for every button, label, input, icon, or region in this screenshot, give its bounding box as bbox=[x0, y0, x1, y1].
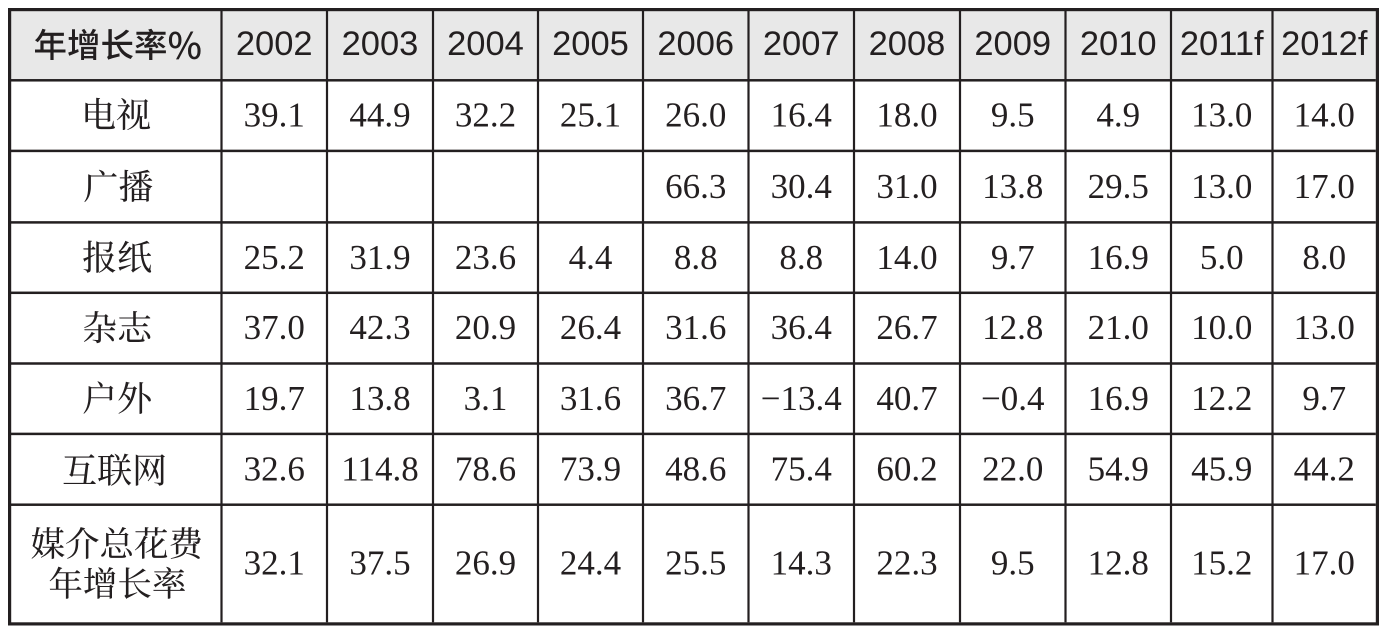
svg-text:4.9: 4.9 bbox=[1096, 96, 1140, 135]
svg-text:9.5: 9.5 bbox=[991, 96, 1035, 135]
svg-text:78.6: 78.6 bbox=[455, 449, 516, 488]
svg-text:25.1: 25.1 bbox=[560, 96, 621, 135]
svg-text:13.0: 13.0 bbox=[1191, 167, 1252, 206]
svg-text:12.8: 12.8 bbox=[982, 308, 1043, 347]
svg-text:−0.4: −0.4 bbox=[981, 379, 1045, 418]
svg-text:32.1: 32.1 bbox=[244, 544, 305, 583]
svg-text:39.1: 39.1 bbox=[244, 96, 305, 135]
svg-text:2008: 2008 bbox=[869, 25, 946, 63]
svg-text:17.0: 17.0 bbox=[1294, 544, 1355, 583]
svg-text:37.0: 37.0 bbox=[244, 308, 305, 347]
svg-text:31.6: 31.6 bbox=[560, 379, 621, 418]
svg-text:2005: 2005 bbox=[552, 25, 629, 63]
svg-text:26.9: 26.9 bbox=[455, 544, 516, 583]
svg-text:2007: 2007 bbox=[763, 25, 840, 63]
svg-text:16.4: 16.4 bbox=[771, 96, 832, 135]
svg-text:9.7: 9.7 bbox=[1302, 379, 1346, 418]
svg-text:13.0: 13.0 bbox=[1191, 96, 1252, 135]
svg-text:17.0: 17.0 bbox=[1294, 167, 1355, 206]
svg-text:3.1: 3.1 bbox=[464, 379, 508, 418]
svg-text:13.8: 13.8 bbox=[982, 167, 1043, 206]
svg-text:44.9: 44.9 bbox=[349, 96, 410, 135]
svg-text:31.0: 31.0 bbox=[876, 167, 937, 206]
svg-text:21.0: 21.0 bbox=[1088, 308, 1149, 347]
svg-text:5.0: 5.0 bbox=[1200, 238, 1244, 277]
svg-text:13.0: 13.0 bbox=[1294, 308, 1355, 347]
svg-text:30.4: 30.4 bbox=[771, 167, 832, 206]
svg-text:24.4: 24.4 bbox=[560, 544, 621, 583]
svg-text:36.4: 36.4 bbox=[771, 308, 832, 347]
svg-text:2003: 2003 bbox=[342, 25, 419, 63]
svg-text:9.7: 9.7 bbox=[991, 238, 1035, 277]
svg-text:26.4: 26.4 bbox=[560, 308, 621, 347]
svg-text:23.6: 23.6 bbox=[455, 238, 516, 277]
svg-text:9.5: 9.5 bbox=[991, 544, 1035, 583]
svg-text:2006: 2006 bbox=[657, 25, 734, 63]
svg-text:2011f: 2011f bbox=[1180, 25, 1264, 63]
svg-text:54.9: 54.9 bbox=[1088, 449, 1149, 488]
svg-text:29.5: 29.5 bbox=[1088, 167, 1149, 206]
svg-text:31.6: 31.6 bbox=[665, 308, 726, 347]
svg-text:8.8: 8.8 bbox=[779, 238, 823, 277]
svg-text:26.0: 26.0 bbox=[665, 96, 726, 135]
svg-text:40.7: 40.7 bbox=[876, 379, 937, 418]
svg-text:25.2: 25.2 bbox=[244, 238, 305, 277]
svg-text:8.8: 8.8 bbox=[674, 238, 718, 277]
svg-text:44.2: 44.2 bbox=[1294, 449, 1355, 488]
svg-text:48.6: 48.6 bbox=[665, 449, 726, 488]
svg-text:16.9: 16.9 bbox=[1088, 379, 1149, 418]
svg-text:31.9: 31.9 bbox=[349, 238, 410, 277]
svg-text:2004: 2004 bbox=[447, 25, 524, 63]
svg-text:10.0: 10.0 bbox=[1191, 308, 1252, 347]
svg-text:2002: 2002 bbox=[236, 25, 313, 63]
svg-text:32.2: 32.2 bbox=[455, 96, 516, 135]
svg-text:12.8: 12.8 bbox=[1088, 544, 1149, 583]
svg-text:2009: 2009 bbox=[974, 25, 1051, 63]
svg-text:37.5: 37.5 bbox=[349, 544, 410, 583]
svg-text:18.0: 18.0 bbox=[876, 96, 937, 135]
svg-text:22.0: 22.0 bbox=[982, 449, 1043, 488]
svg-text:75.4: 75.4 bbox=[771, 449, 832, 488]
svg-text:22.3: 22.3 bbox=[876, 544, 937, 583]
svg-text:−13.4: −13.4 bbox=[761, 379, 842, 418]
svg-text:36.7: 36.7 bbox=[665, 379, 726, 418]
svg-text:8.0: 8.0 bbox=[1302, 238, 1346, 277]
svg-text:2012f: 2012f bbox=[1281, 25, 1368, 63]
svg-text:14.0: 14.0 bbox=[876, 238, 937, 277]
svg-text:16.9: 16.9 bbox=[1088, 238, 1149, 277]
svg-text:60.2: 60.2 bbox=[876, 449, 937, 488]
svg-text:12.2: 12.2 bbox=[1191, 379, 1252, 418]
svg-text:26.7: 26.7 bbox=[876, 308, 937, 347]
svg-text:13.8: 13.8 bbox=[349, 379, 410, 418]
svg-text:14.3: 14.3 bbox=[771, 544, 832, 583]
svg-text:42.3: 42.3 bbox=[349, 308, 410, 347]
svg-text:73.9: 73.9 bbox=[560, 449, 621, 488]
svg-text:4.4: 4.4 bbox=[569, 238, 613, 277]
svg-text:2010: 2010 bbox=[1080, 25, 1157, 63]
svg-text:20.9: 20.9 bbox=[455, 308, 516, 347]
svg-text:114.8: 114.8 bbox=[341, 449, 418, 488]
svg-text:19.7: 19.7 bbox=[244, 379, 305, 418]
svg-text:25.5: 25.5 bbox=[665, 544, 726, 583]
svg-text:15.2: 15.2 bbox=[1191, 544, 1252, 583]
svg-text:66.3: 66.3 bbox=[665, 167, 726, 206]
svg-text:14.0: 14.0 bbox=[1294, 96, 1355, 135]
svg-text:45.9: 45.9 bbox=[1191, 449, 1252, 488]
svg-text:32.6: 32.6 bbox=[244, 449, 305, 488]
